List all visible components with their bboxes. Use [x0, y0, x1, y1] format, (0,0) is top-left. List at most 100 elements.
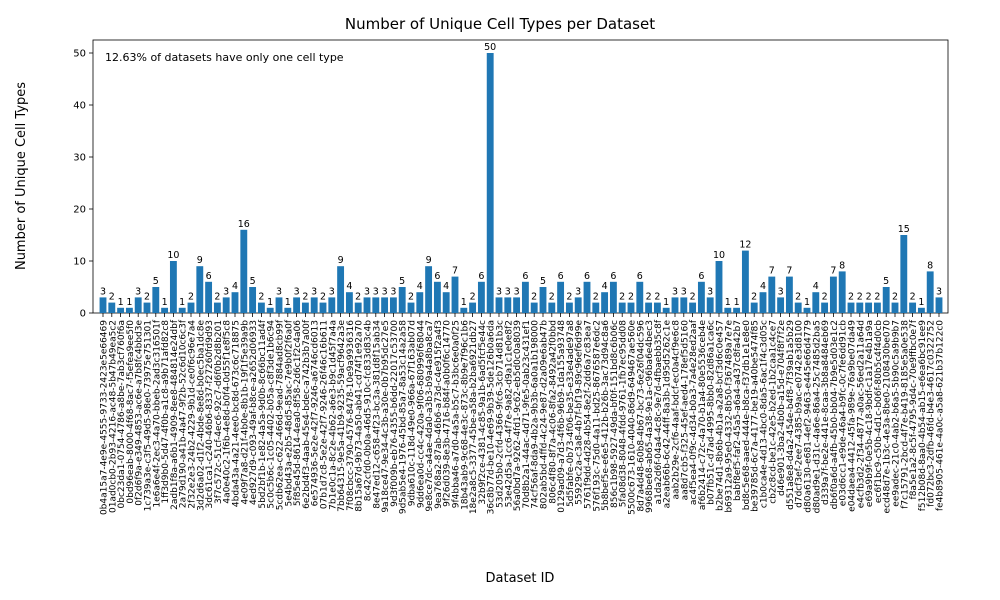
x-tick-label: 1ff3d9b0-5d47-4f0b-a1c8-a9b71afd82c8	[161, 320, 171, 504]
bar	[838, 271, 846, 313]
y-tick-label: 30	[73, 153, 86, 164]
value-label: 1	[285, 297, 291, 308]
bar	[301, 302, 309, 313]
value-label: 3	[329, 286, 335, 297]
bar	[310, 297, 318, 313]
x-tick-label: 4bda43a-4a21-4ee0-bc8d-673c6c718875	[232, 320, 242, 507]
bar	[117, 307, 125, 313]
bar	[407, 302, 415, 313]
x-tick-label: 802ab5bd-4ffd-4c24-9e87-d2a09e6ab47b	[540, 320, 550, 509]
bar	[865, 302, 873, 313]
plot-frame	[92, 39, 949, 314]
y-tick-label: 0	[80, 309, 86, 320]
x-tick-label: 4a0e40c2-1f6b-4e8d-b0f4-0d55f1e8f5c8	[223, 320, 233, 504]
bar	[222, 297, 230, 313]
x-tick-label: 3d2d6a02-d1f2-4bde-8e8d-b0ec5ba1dc8e	[196, 320, 206, 511]
bar	[785, 276, 793, 313]
value-label: 3	[276, 286, 282, 297]
x-tick-label: 18e2a8c5-3377-45be-a58a-b2ba6921db27	[469, 320, 479, 514]
bar	[926, 271, 934, 313]
bar	[293, 297, 301, 313]
value-label: 4	[760, 281, 766, 292]
value-label: 2	[654, 292, 660, 303]
x-tick-label: 5761f9dd-4d28-4b54-8e2f-2dd6a7c83ea7	[584, 320, 594, 509]
bar	[609, 281, 617, 313]
bar	[266, 307, 274, 313]
x-tick-label: 3f7c572c-51cf-4ec6-92c7-d6f0b2d8b201	[214, 320, 224, 504]
value-label: 2	[795, 292, 801, 303]
bar	[125, 307, 133, 313]
bar	[636, 281, 644, 313]
value-label: 2	[258, 292, 264, 303]
value-label: 1	[804, 297, 810, 308]
x-tick-label: 9d5ab5e4-1976-45bd-85a7-8a53c14a2a58	[399, 320, 409, 514]
bar	[240, 229, 248, 313]
value-label: 7	[830, 266, 836, 277]
bar	[398, 287, 406, 313]
value-label: 3	[505, 286, 511, 297]
x-tick-label: 9e8ce7dc-a4ae-4da0-a3b3-b9a4a8ba8ca7	[425, 320, 435, 512]
bar	[161, 307, 169, 313]
bar	[425, 266, 433, 313]
value-label: 4	[443, 281, 449, 292]
x-tick-label: 5cdb62ea-c622-466d-9ead-7884ad8cb99f	[276, 319, 286, 510]
bar	[99, 297, 107, 313]
x-tick-label: 8d7a4d48-60b8-4b67-bc73-6e26f04dc596	[636, 320, 646, 512]
value-label: 2	[628, 292, 634, 303]
value-label: 3	[672, 286, 678, 297]
bar	[777, 297, 785, 313]
bar	[337, 266, 345, 313]
bar	[627, 302, 635, 313]
x-tick-label: 4ed927d9-c093-49af-b8ce-a2652d06933	[249, 320, 259, 505]
x-tick-label: be39785d-6c7a-4177-be19-a40be5474f85	[751, 320, 761, 512]
value-label: 1	[267, 297, 273, 308]
bar	[372, 297, 380, 313]
x-tick-label: ecd48d7e-1b3c-4e3a-8be0-2108430be070	[883, 320, 893, 514]
bar	[249, 287, 257, 313]
value-label: 2	[531, 292, 537, 303]
x-tick-label: 9968be68-ab65-4a38-9e1a-c96ba6e4bec3	[645, 320, 655, 513]
value-label: 5	[153, 276, 159, 287]
x-tick-label: 3dc61ca1-c240-46b6-8337-f27260fd9d93	[205, 320, 215, 509]
bar	[829, 276, 837, 313]
bar	[733, 307, 741, 313]
value-label: 6	[478, 271, 484, 282]
x-tick-label: fd072bc3-2dfb-46fd-b4e3-4617c0322752	[927, 320, 937, 507]
x-tick-label: 9a18ce47-9e34-4c3b-a30e-0b7b95dc27e5	[381, 320, 391, 513]
value-label: 1	[663, 297, 669, 308]
value-label: 5	[399, 276, 405, 287]
x-tick-label: 856c1b98-5927-49da-bf0f-151bd8c6b06c	[610, 320, 620, 508]
value-label: 7	[786, 266, 792, 277]
x-tick-label: 8c42cfd0-0b0a-46d5-910c-fc833d83c4b	[364, 320, 374, 502]
bar	[592, 302, 600, 313]
bar	[935, 297, 943, 313]
x-tick-label: 70d8b2a1-44ac-4d71-9fe5-0ab23c431ef1	[522, 320, 532, 509]
value-label: 2	[593, 292, 599, 303]
x-tick-label: 6e2bd4f3-4aab-45e4-bdec-a742b3b7a00f	[302, 319, 312, 509]
bar	[882, 287, 890, 313]
bar	[653, 302, 661, 313]
value-label: 2	[848, 292, 854, 303]
bar	[680, 297, 688, 313]
bar	[574, 297, 582, 313]
x-tick-label: 8e47ed12-c658-4f23-bc3a-381d8f15ab34	[372, 320, 382, 509]
bar	[856, 302, 864, 313]
value-label: 3	[373, 286, 379, 297]
value-label: 2	[109, 292, 115, 303]
bar	[821, 302, 829, 313]
value-label: 4	[813, 281, 819, 292]
x-tick-label: 2adb1f8a-a6b1-4909-8ee8-484814e24dbf	[170, 319, 180, 510]
x-tick-label: 1e6a6e4f-2ec3-4a70-bbeb-2ad3c316501f	[152, 319, 162, 507]
value-label: 3	[135, 286, 141, 297]
value-label: 6	[698, 271, 704, 282]
x-tick-label: 9f26d039-8e3b-4716-b84f-a0b0f6c14770	[443, 320, 453, 507]
value-label: 4	[602, 281, 608, 292]
bar	[275, 297, 283, 313]
bar	[539, 287, 547, 313]
bar	[504, 297, 512, 313]
value-label: 2	[619, 292, 625, 303]
bar	[469, 302, 477, 313]
value-label: 3	[390, 286, 396, 297]
bar	[152, 287, 160, 313]
x-tick-label: c1b0ca4e-4d13-4bc0-8da5-6ac1f4c3d05c	[760, 320, 770, 508]
